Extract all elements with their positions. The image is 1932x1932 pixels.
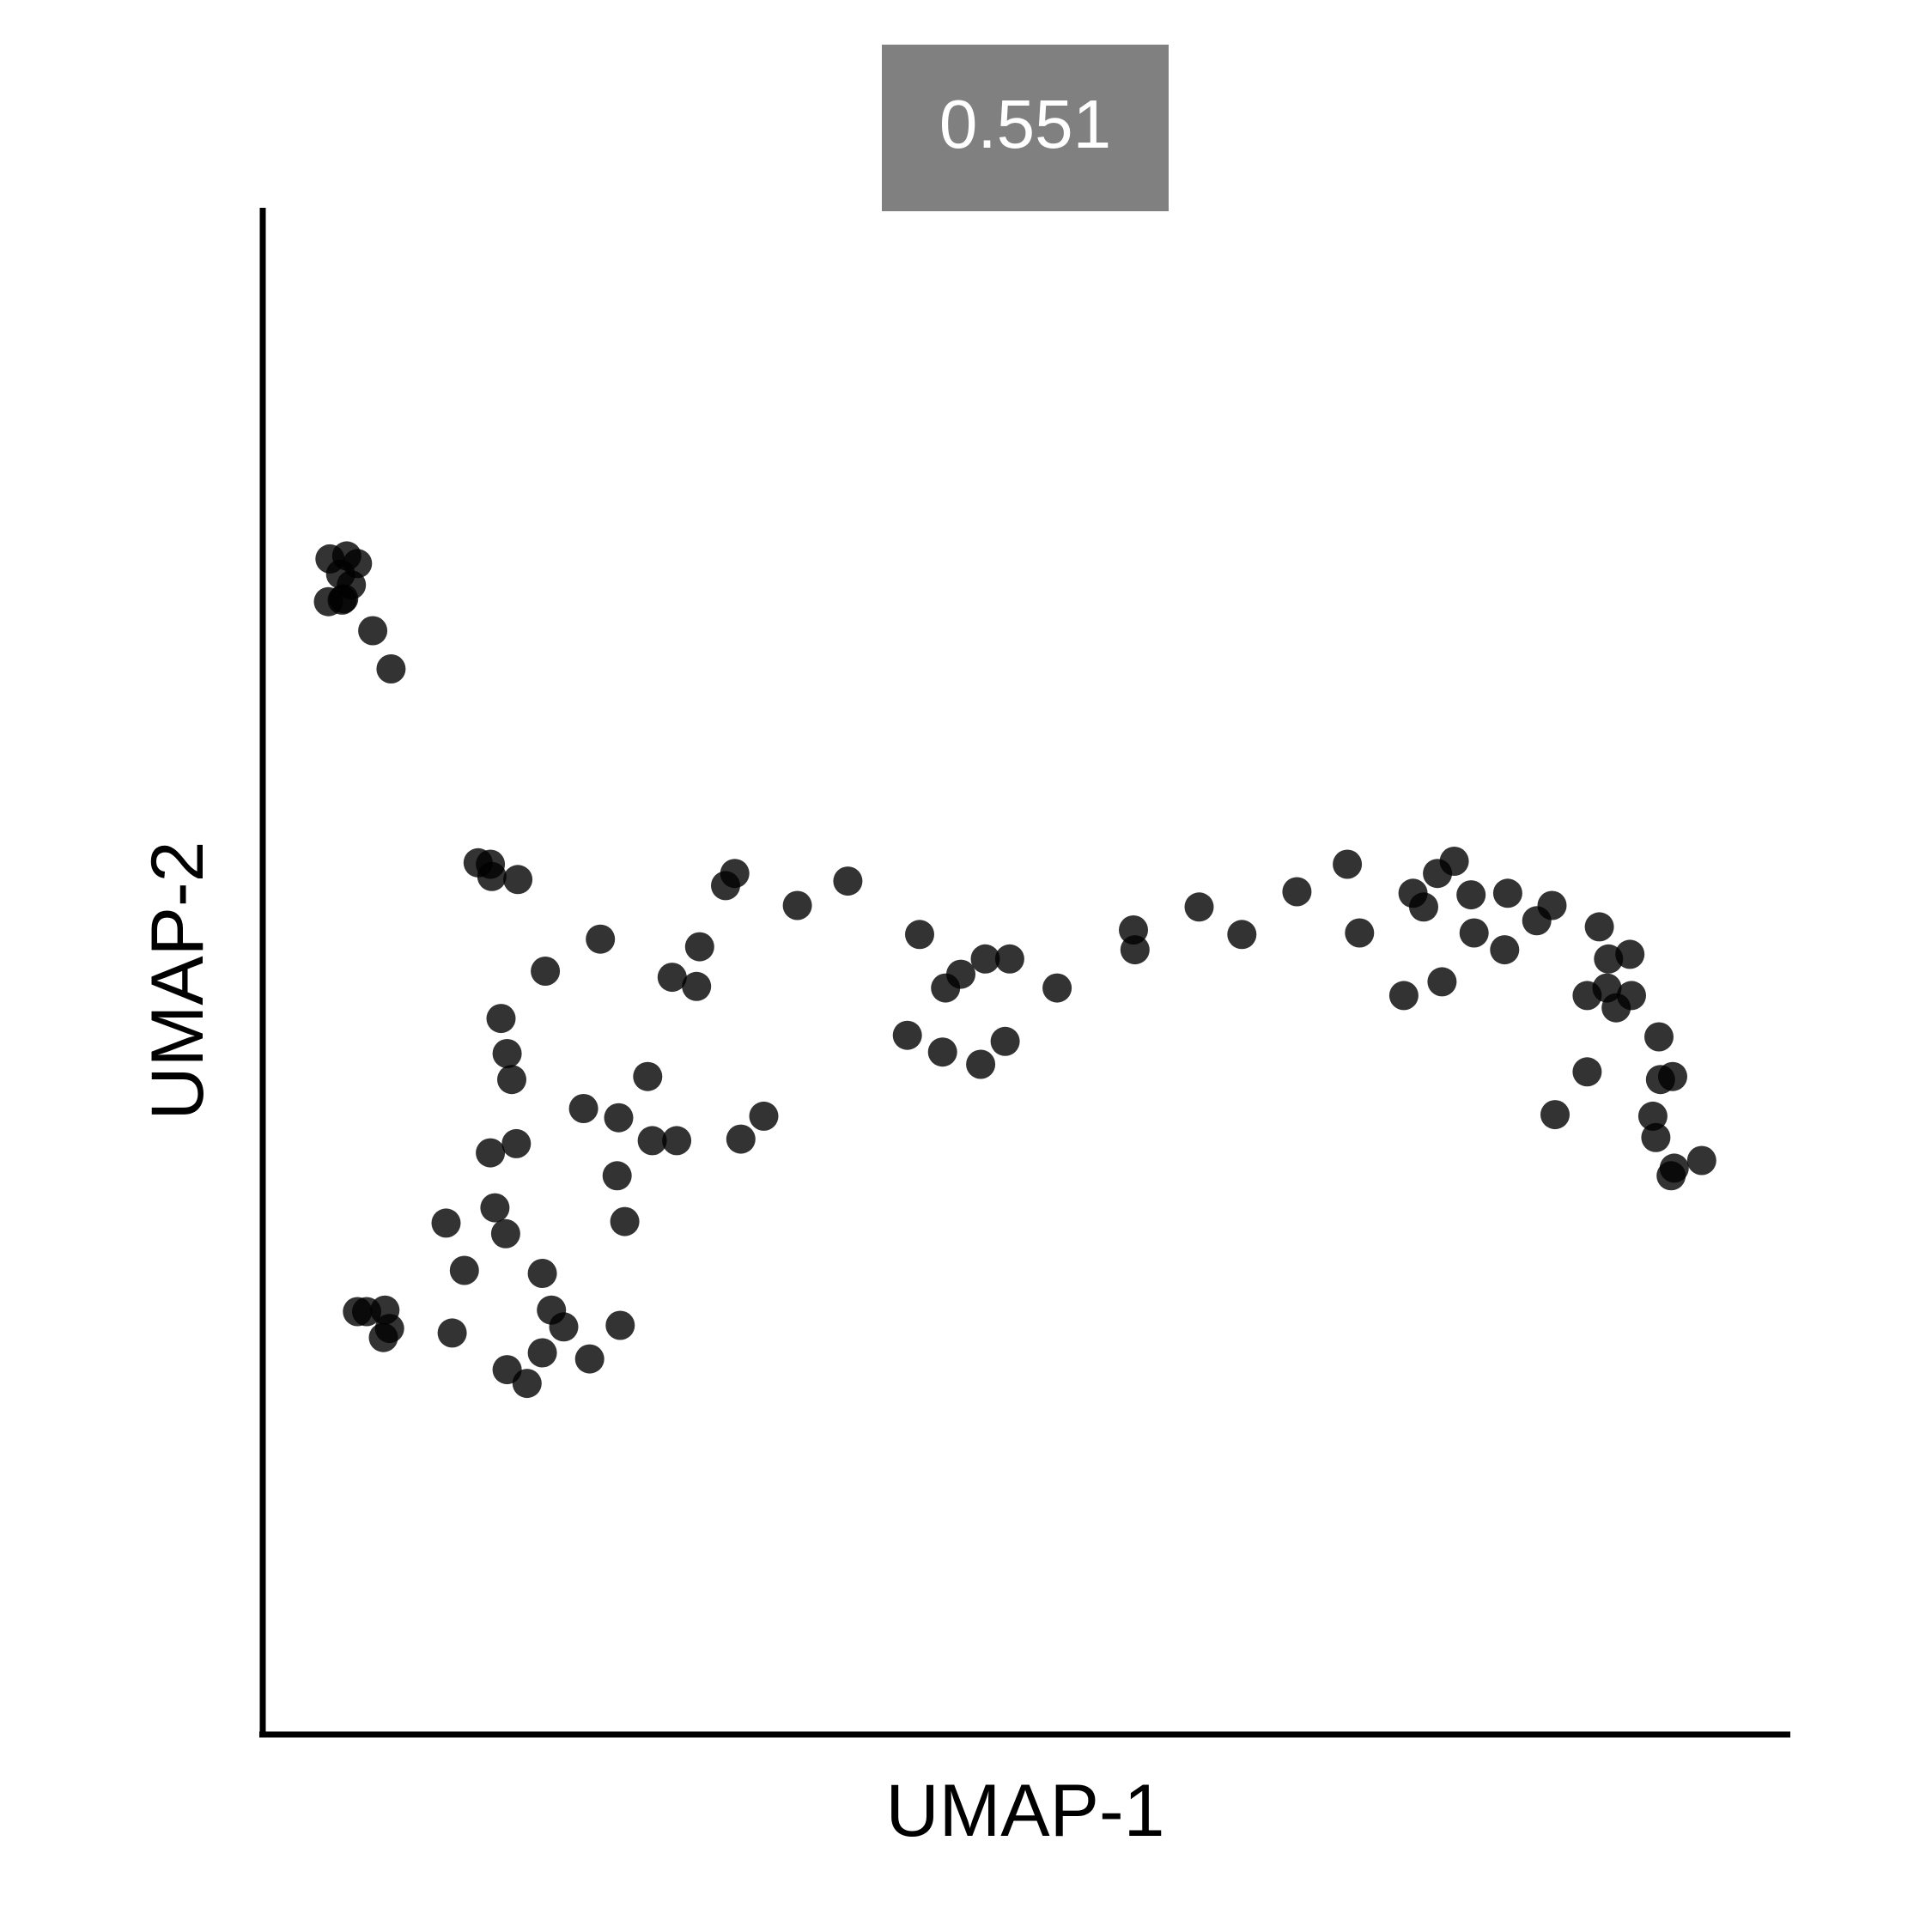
data-point <box>480 1193 510 1223</box>
y-axis-label: UMAP-2 <box>137 841 219 1121</box>
data-point <box>1282 877 1312 907</box>
data-point <box>368 1322 398 1352</box>
data-point <box>726 1124 756 1154</box>
data-point <box>782 890 812 920</box>
chart-title-panel: 0.551 <box>882 45 1169 211</box>
data-point <box>1537 890 1567 920</box>
data-point <box>492 1039 522 1068</box>
data-point <box>527 1338 557 1368</box>
data-point <box>1615 939 1645 969</box>
data-point <box>1459 918 1489 948</box>
data-point <box>437 1318 467 1348</box>
data-point <box>1540 1100 1570 1130</box>
data-point <box>970 944 1000 974</box>
data-point <box>990 1026 1020 1056</box>
data-point <box>1584 912 1614 942</box>
x-axis-label: UMAP-1 <box>886 1770 1165 1852</box>
data-point <box>637 1126 667 1156</box>
data-point <box>1641 1122 1671 1152</box>
data-point <box>476 1138 506 1168</box>
data-point <box>1042 973 1072 1003</box>
chart-title: 0.551 <box>939 86 1111 162</box>
data-point <box>966 1049 996 1079</box>
data-point <box>358 616 388 646</box>
axes <box>259 208 1790 1738</box>
data-point <box>527 1259 557 1288</box>
data-point <box>1644 1022 1674 1052</box>
data-point <box>833 866 863 896</box>
data-point <box>1572 1057 1602 1087</box>
data-point <box>633 1061 663 1091</box>
data-point <box>512 1369 542 1399</box>
data-point <box>662 1126 692 1156</box>
data-point <box>1492 878 1522 908</box>
data-point <box>610 1206 640 1236</box>
data-point <box>1333 849 1363 879</box>
data-point <box>605 1310 635 1340</box>
data-point <box>1227 920 1257 950</box>
data-point <box>1637 1101 1668 1131</box>
data-point <box>749 1101 779 1131</box>
data-point <box>604 1103 634 1133</box>
data-point <box>657 963 687 993</box>
data-point <box>327 585 357 615</box>
data-point <box>549 1312 579 1342</box>
title-background <box>882 45 1169 211</box>
data-point <box>602 1161 632 1191</box>
data-point <box>1656 1161 1686 1191</box>
data-point <box>684 932 714 962</box>
data-point <box>449 1255 479 1285</box>
data-point <box>1490 935 1520 965</box>
data-point <box>1388 981 1419 1011</box>
data-point <box>431 1208 461 1238</box>
data-point <box>376 654 406 683</box>
data-point <box>477 861 507 891</box>
data-point <box>927 1037 957 1067</box>
data-point <box>503 865 533 895</box>
data-point <box>1184 892 1214 922</box>
data-point <box>1345 918 1375 948</box>
data-point <box>892 1020 922 1050</box>
data-point <box>490 1218 520 1249</box>
data-point <box>905 920 934 950</box>
data-point <box>682 971 712 1001</box>
data-point <box>531 957 561 986</box>
data-point <box>1658 1061 1687 1091</box>
data-point <box>586 924 616 954</box>
data-point <box>1439 847 1469 876</box>
data-point <box>720 859 750 889</box>
data-point <box>1686 1145 1716 1176</box>
data-points <box>313 541 1716 1399</box>
data-point <box>1120 935 1150 965</box>
data-point <box>1409 892 1438 922</box>
data-point <box>1456 880 1486 910</box>
data-point <box>1601 993 1631 1023</box>
data-point <box>1427 967 1457 997</box>
data-point <box>486 1004 516 1034</box>
data-point <box>946 959 975 989</box>
data-point <box>497 1065 526 1095</box>
data-point <box>574 1344 605 1374</box>
data-point <box>994 944 1024 974</box>
data-point <box>501 1128 532 1158</box>
data-point <box>568 1094 598 1123</box>
